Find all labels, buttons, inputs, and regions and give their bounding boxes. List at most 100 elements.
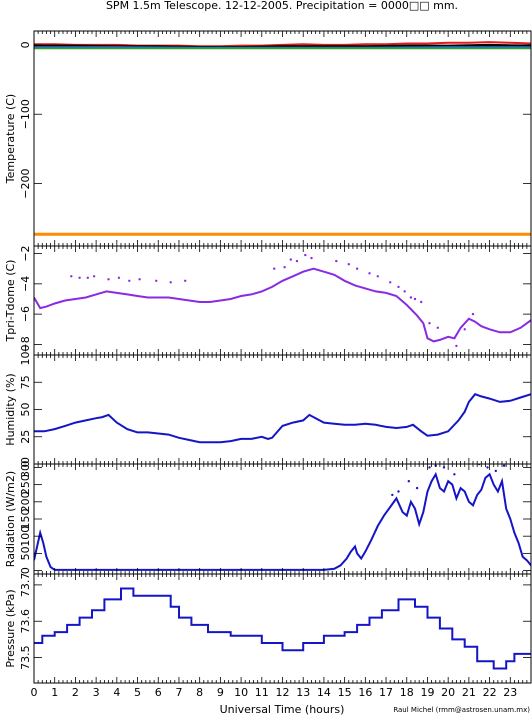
x-tick-label: 0 <box>31 686 38 699</box>
x-tick-label: 3 <box>93 686 100 699</box>
data-point <box>442 466 446 469</box>
y-tick-label: −2 <box>19 245 32 261</box>
x-tick-label: 13 <box>296 686 310 699</box>
data-point <box>409 296 413 299</box>
data-point <box>92 275 96 278</box>
panel-frame <box>33 354 532 465</box>
y-tick-label: −8 <box>19 336 32 352</box>
y-tick-label: 73.5 <box>19 645 32 670</box>
y-tick-label: −100 <box>19 99 32 129</box>
y-tick-label: 0 <box>19 41 32 48</box>
data-point <box>107 278 110 281</box>
y-tick-label: 200 <box>19 491 32 512</box>
chart-title: SPM 1.5m Telescope. 12-12-2005. Precipit… <box>106 0 458 12</box>
y-tick-label: 0 <box>19 461 32 468</box>
y-tick-label: 250 <box>19 474 32 495</box>
data-point <box>403 290 406 293</box>
x-tick-label: 17 <box>379 686 393 699</box>
y-tick-label: −200 <box>19 168 32 198</box>
data-point <box>184 279 187 282</box>
data-point <box>486 466 489 469</box>
data-point <box>283 266 286 269</box>
data-point <box>368 272 371 275</box>
x-tick-label: 16 <box>358 686 372 699</box>
x-tick-label: 9 <box>217 686 224 699</box>
data-point <box>413 297 417 301</box>
series-line-pressure-0 <box>34 587 531 670</box>
data-point <box>420 300 423 304</box>
x-tick-label: 23 <box>503 686 517 699</box>
data-point <box>86 276 90 279</box>
y-axis-label-pressure: Pressure (kPa) <box>4 589 17 667</box>
x-tick-label: 21 <box>462 686 476 699</box>
panel-frame <box>33 30 532 247</box>
x-tick-label: 7 <box>175 686 182 699</box>
y-tick-label: 150 <box>19 509 32 530</box>
x-tick-label: 11 <box>255 686 269 699</box>
x-tick-label: 22 <box>483 686 497 699</box>
data-point <box>436 326 439 329</box>
data-point <box>397 285 400 289</box>
panel-frame <box>33 463 532 575</box>
data-point <box>169 281 172 284</box>
panel-frame <box>33 245 532 356</box>
data-point <box>355 267 359 270</box>
series-line-humidity-0 <box>34 393 531 444</box>
data-point <box>117 276 121 279</box>
y-axis-label-temperature: Temperature (C) <box>4 94 17 184</box>
y-tick-label: −4 <box>19 276 32 292</box>
y-tick-label: 73.7 <box>19 573 32 598</box>
y-axis-label-humidity: Humidity (%) <box>4 373 17 445</box>
data-point <box>428 466 431 469</box>
x-tick-label: 10 <box>234 686 248 699</box>
y-tick-label: 100 <box>19 345 32 366</box>
x-tick-label: 8 <box>196 686 203 699</box>
x-tick-label: 6 <box>155 686 162 699</box>
data-point <box>415 486 419 490</box>
x-tick-label: 18 <box>400 686 414 699</box>
data-point <box>304 253 307 257</box>
y-tick-label: 100 <box>19 526 32 547</box>
data-point <box>471 312 475 316</box>
data-point <box>138 278 141 281</box>
data-point <box>128 279 131 282</box>
data-point <box>347 263 350 266</box>
data-point <box>335 259 338 263</box>
data-point <box>289 258 292 261</box>
x-tick-label: 1 <box>51 686 58 699</box>
y-axis-label-radiation: Radiation (W/m2) <box>4 471 17 567</box>
data-point <box>389 281 392 284</box>
y-axis-label-dtemp: Tpri-Tdome (C) <box>4 260 17 343</box>
y-tick-label: 25 <box>19 430 32 444</box>
data-point <box>502 464 506 467</box>
series-line-dtemp-0 <box>34 267 531 343</box>
data-point <box>273 267 276 270</box>
data-point <box>295 259 299 263</box>
data-point <box>463 328 466 331</box>
data-point <box>453 473 456 476</box>
data-point <box>397 490 400 493</box>
credit-text: Raul Michel (rmm@astrosen.unam.mx) <box>393 706 530 714</box>
x-tick-label: 15 <box>338 686 352 699</box>
y-tick-label: 50 <box>19 546 32 560</box>
data-point <box>428 322 431 325</box>
y-tick-label: 75 <box>19 375 32 389</box>
series-line-temperature-0 <box>34 41 531 48</box>
x-tick-label: 20 <box>441 686 455 699</box>
data-point <box>310 256 313 260</box>
y-tick-label: 50 <box>19 403 32 417</box>
data-point <box>155 279 158 282</box>
data-point <box>78 276 81 279</box>
x-tick-label: 19 <box>420 686 434 699</box>
y-tick-label: 73.6 <box>19 609 32 634</box>
data-point <box>391 493 394 497</box>
series-line-radiation-0 <box>34 471 531 571</box>
x-tick-label: 2 <box>72 686 79 699</box>
x-tick-label: 12 <box>276 686 290 699</box>
data-point <box>407 480 410 483</box>
